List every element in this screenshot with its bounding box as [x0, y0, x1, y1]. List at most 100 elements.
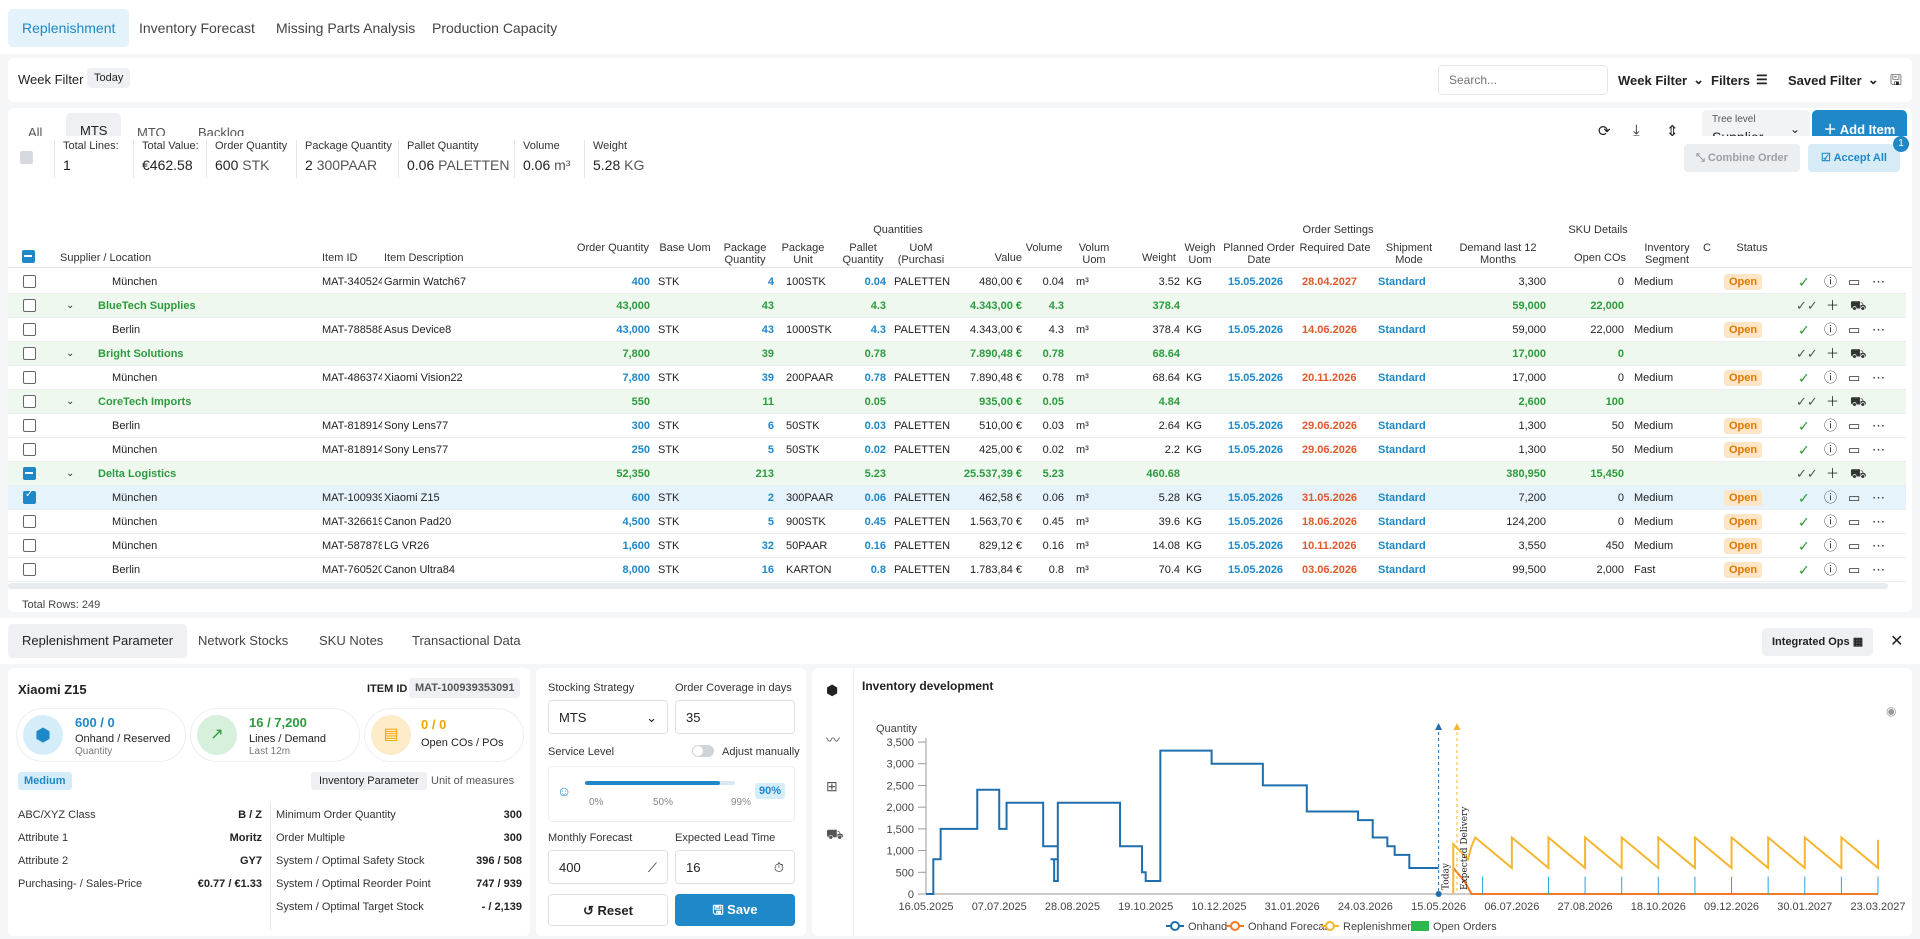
cell-pq[interactable]: 43: [761, 324, 774, 336]
chevron-down-icon[interactable]: ⌄: [66, 396, 75, 407]
row-checkbox[interactable]: [23, 299, 36, 312]
column-header[interactable]: Item Description: [384, 252, 464, 264]
column-header[interactable]: Volum Uom: [1078, 242, 1110, 266]
service-level-track[interactable]: [585, 781, 735, 785]
saved-filter-button[interactable]: Saved Filter ⌄: [1788, 72, 1879, 88]
row-checkbox[interactable]: [23, 347, 36, 360]
tab-production-capacity[interactable]: Production Capacity: [432, 20, 558, 36]
table-row[interactable]: Berlin MAT-760520 Canon Ultra84 8,000 STK 16 K…: [8, 558, 1906, 582]
horizontal-scrollbar[interactable]: [8, 583, 1888, 589]
column-header[interactable]: Inventory Segment: [1644, 242, 1690, 266]
column-header[interactable]: Volume: [1025, 242, 1063, 254]
column-header[interactable]: Item ID: [322, 252, 358, 264]
row-checkbox[interactable]: [23, 395, 36, 408]
info-icon[interactable]: ⓘ: [1824, 322, 1838, 337]
table-row[interactable]: Berlin MAT-818914 Sony Lens77 300 STK 6 50STK 0…: [8, 414, 1906, 438]
check-icon[interactable]: ✓: [1798, 418, 1810, 434]
info-icon[interactable]: ⓘ: [1824, 514, 1838, 529]
table-row[interactable]: München MAT-340524 Garmin Watch67 400 STK 4 10…: [8, 270, 1906, 294]
double-check-icon[interactable]: ✓✓: [1796, 394, 1818, 409]
cell-pq[interactable]: 16: [761, 564, 774, 576]
monthly-forecast-input[interactable]: 400 ⟋: [548, 850, 668, 884]
row-checkbox[interactable]: [23, 371, 36, 384]
column-header[interactable]: Package Unit: [781, 242, 825, 266]
tab-sku-notes[interactable]: SKU Notes: [319, 633, 384, 648]
check-icon[interactable]: ✓: [1798, 322, 1810, 338]
column-header[interactable]: Status: [1736, 242, 1768, 254]
tab-inventory-parameter[interactable]: Inventory Parameter: [311, 772, 427, 790]
info-icon[interactable]: ⓘ: [1824, 562, 1838, 577]
cell-oq[interactable]: 600: [631, 492, 650, 504]
collapse-icon[interactable]: ⇕: [1666, 123, 1679, 140]
comment-icon[interactable]: ▭: [1848, 514, 1861, 529]
plus-icon[interactable]: ＋: [1826, 394, 1840, 409]
column-header[interactable]: Open COs: [1574, 252, 1626, 264]
cell-oq[interactable]: 400: [631, 276, 650, 288]
column-header[interactable]: UoM (Purchasi: [897, 242, 945, 266]
row-checkbox[interactable]: [23, 323, 36, 336]
tab-transactional-data[interactable]: Transactional Data: [412, 633, 521, 648]
chevron-down-icon[interactable]: ⌄: [66, 468, 75, 479]
comment-icon[interactable]: ▭: [1848, 370, 1861, 385]
cell-pq[interactable]: 5: [767, 516, 774, 528]
comment-icon[interactable]: ▭: [1848, 418, 1861, 433]
info-icon[interactable]: ⓘ: [1824, 538, 1838, 553]
check-icon[interactable]: ✓: [1798, 538, 1810, 554]
tab-network-stocks[interactable]: Network Stocks: [198, 633, 289, 648]
cell-pq[interactable]: 32: [761, 540, 774, 552]
info-icon[interactable]: ⓘ: [1824, 490, 1838, 505]
tab-missing-parts-analysis[interactable]: Missing Parts Analysis: [276, 20, 416, 36]
integrated-ops-button[interactable]: Integrated Ops ▦: [1762, 628, 1874, 656]
cell-pq[interactable]: 6: [767, 420, 774, 432]
check-icon[interactable]: ✓: [1798, 490, 1810, 506]
chevron-down-icon[interactable]: ⌄: [66, 348, 75, 359]
more-icon[interactable]: ⋯: [1872, 538, 1885, 553]
column-header[interactable]: Pallet Quantity: [842, 242, 884, 266]
row-checkbox[interactable]: [23, 515, 36, 528]
more-icon[interactable]: ⋯: [1872, 490, 1885, 505]
truck-icon[interactable]: ⛟: [1850, 394, 1867, 409]
truck-icon[interactable]: ⛟: [826, 826, 844, 842]
info-icon[interactable]: ⓘ: [1824, 370, 1838, 385]
column-header[interactable]: Shipment Mode: [1385, 242, 1433, 266]
chart-line-icon[interactable]: 〰: [826, 732, 840, 748]
tab-unit-of-measures[interactable]: Unit of measures: [431, 775, 515, 787]
group-row[interactable]: ⌄ BlueTech Supplies 43,000 43 4.3 4.343,00 € 4…: [8, 294, 1906, 318]
network-icon[interactable]: ⊞: [826, 778, 838, 794]
group-row[interactable]: ⌄ Delta Logistics 52,350 213 5.23 25.537,39 €…: [8, 462, 1906, 486]
row-checkbox[interactable]: [23, 443, 36, 456]
table-row[interactable]: ✓ München MAT-100939 Xiaomi Z15 600 STK 2 300PA…: [8, 486, 1906, 510]
adjust-manually-toggle[interactable]: [692, 745, 714, 757]
tab-replenishment-parameter[interactable]: Replenishment Parameter: [8, 624, 188, 658]
tab-replenishment[interactable]: Replenishment: [8, 9, 130, 47]
column-header[interactable]: Demand last 12 Months: [1459, 242, 1537, 266]
comment-icon[interactable]: ▭: [1848, 562, 1861, 577]
comment-icon[interactable]: ▭: [1848, 274, 1861, 289]
double-check-icon[interactable]: ✓✓: [1796, 466, 1818, 481]
filters-button[interactable]: Filters ☰: [1711, 72, 1768, 88]
comment-icon[interactable]: ▭: [1848, 442, 1861, 457]
order-coverage-input[interactable]: 35: [675, 700, 795, 734]
more-icon[interactable]: ⋯: [1872, 442, 1885, 457]
cell-oq[interactable]: 300: [631, 420, 650, 432]
refresh-icon[interactable]: ⟳: [1598, 123, 1611, 140]
close-icon[interactable]: ✕: [1890, 633, 1904, 650]
column-header[interactable]: Weigh Uom: [1184, 242, 1216, 266]
cube-icon[interactable]: ⬢: [826, 682, 839, 698]
info-icon[interactable]: ⓘ: [1824, 418, 1838, 433]
table-row[interactable]: München MAT-326619 Canon Pad20 4,500 STK 5 900…: [8, 510, 1906, 534]
search-input[interactable]: [1438, 65, 1608, 95]
plus-icon[interactable]: ＋: [1826, 298, 1840, 313]
more-icon[interactable]: ⋯: [1872, 418, 1885, 433]
cell-pq[interactable]: 5: [767, 444, 774, 456]
check-icon[interactable]: ✓: [1798, 562, 1810, 578]
tab-inventory-forecast[interactable]: Inventory Forecast: [139, 20, 255, 36]
more-icon[interactable]: ⋯: [1872, 274, 1885, 289]
column-header[interactable]: Order Quantity: [576, 242, 650, 254]
truck-icon[interactable]: ⛟: [1850, 298, 1867, 313]
comment-icon[interactable]: ▭: [1848, 538, 1861, 553]
row-checkbox[interactable]: [23, 539, 36, 552]
more-icon[interactable]: ⋯: [1872, 322, 1885, 337]
double-check-icon[interactable]: ✓✓: [1796, 346, 1818, 361]
table-row[interactable]: München MAT-486374 Xiaomi Vision22 7,800 STK…: [8, 366, 1906, 390]
